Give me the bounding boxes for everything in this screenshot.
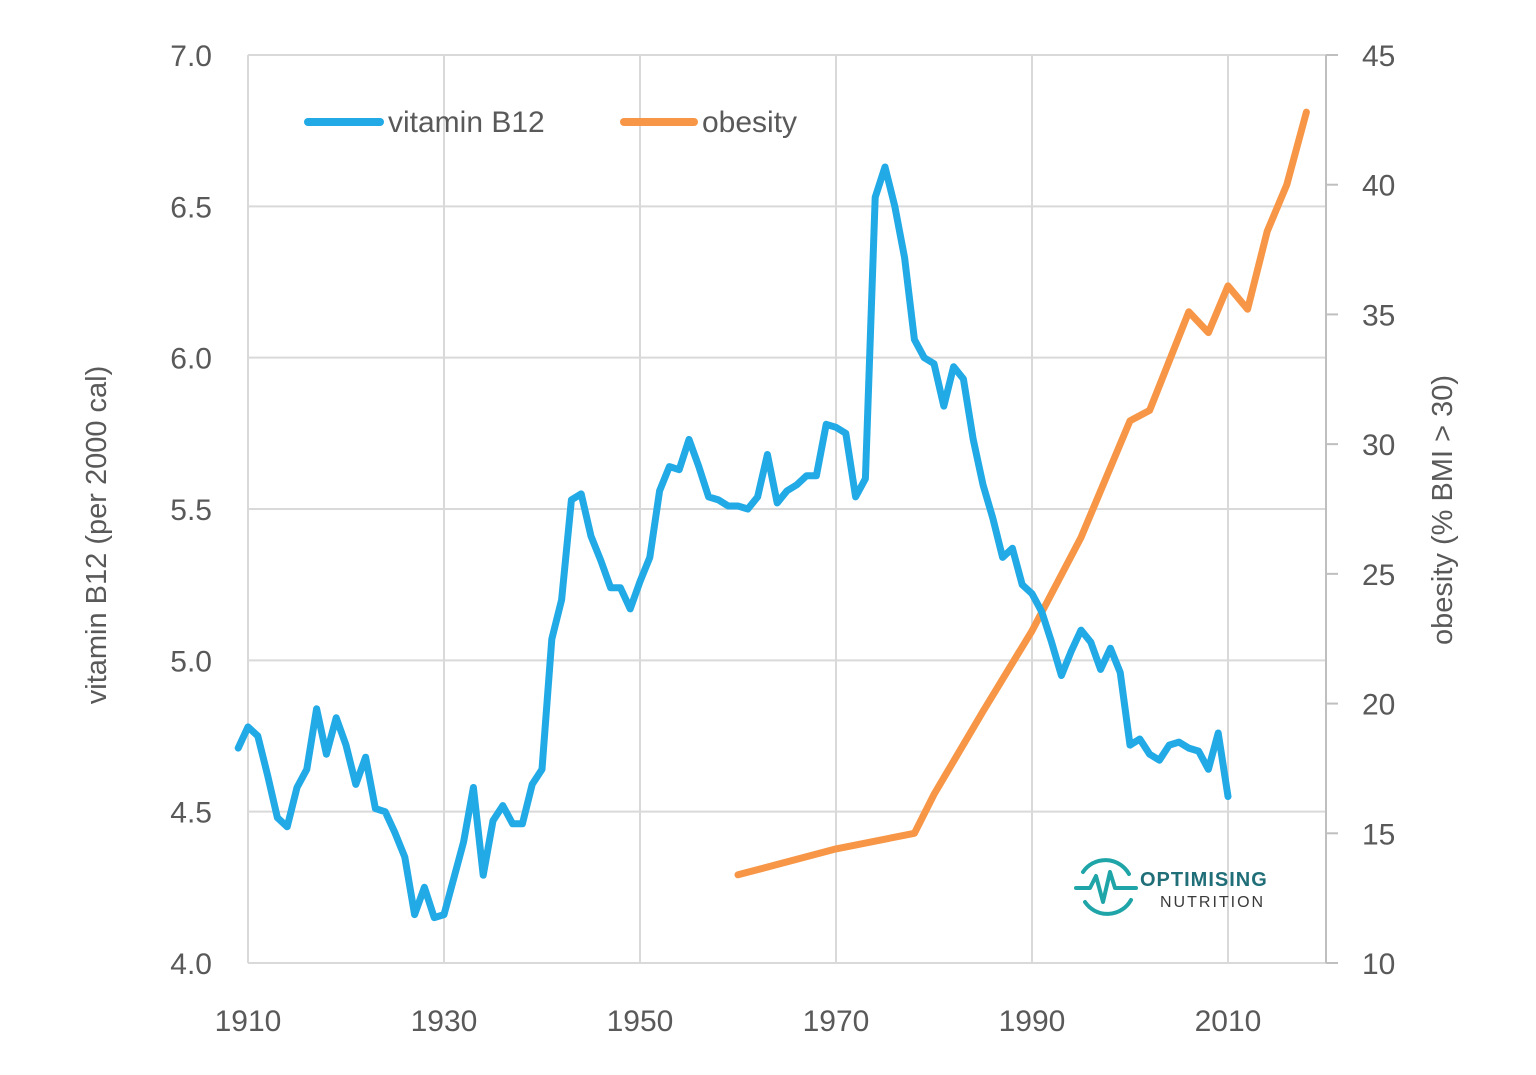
gridlines <box>247 54 1326 964</box>
logo-line-1: OPTIMISING <box>1140 869 1268 891</box>
y2-tick-label: 20 <box>1362 689 1395 722</box>
y2-tick-label: 35 <box>1362 299 1395 332</box>
series-line-obesity <box>734 108 1310 879</box>
y2-tick-label: 10 <box>1362 948 1395 981</box>
y-tick-label: 6.0 <box>170 343 212 376</box>
y2-axis-title: obesity (% BMI > 30) <box>1427 375 1459 645</box>
y2-tick-label: 30 <box>1362 429 1395 462</box>
y2-tick-label: 15 <box>1362 818 1395 851</box>
y2-tick-label: 40 <box>1362 170 1395 203</box>
legend-label-vitamin-b12: vitamin B12 <box>388 106 545 139</box>
x-tick-label: 2010 <box>1195 1005 1262 1038</box>
optimising-nutrition-logo: OPTIMISING NUTRITION <box>1074 858 1268 916</box>
y-axis-title: vitamin B12 (per 2000 cal) <box>81 366 113 705</box>
y-axis-ticks: 4.0 4.5 5.0 5.5 6.0 6.5 7.0 <box>170 40 212 981</box>
y-tick-label: 5.0 <box>170 645 212 678</box>
x-axis-ticks: 1910 1930 1950 1970 1990 2010 <box>215 1005 1262 1038</box>
x-tick-label: 1910 <box>215 1005 282 1038</box>
series-line-vitamin-b12 <box>234 163 1232 922</box>
legend-label-obesity: obesity <box>702 106 797 139</box>
axes <box>247 55 1327 963</box>
series-layer <box>234 108 1310 922</box>
y-tick-label: 5.5 <box>170 494 212 527</box>
y-tick-label: 4.5 <box>170 797 212 830</box>
y-tick-label: 6.5 <box>170 191 212 224</box>
x-tick-label: 1930 <box>411 1005 478 1038</box>
x-tick-label: 1950 <box>607 1005 674 1038</box>
y2-tick-label: 45 <box>1362 40 1395 73</box>
y2-tick-label: 25 <box>1362 559 1395 592</box>
heartbeat-cycle-icon <box>1074 858 1138 916</box>
logo-line-2: NUTRITION <box>1160 894 1265 911</box>
legend: vitamin B12 obesity <box>304 106 797 139</box>
y-tick-label: 4.0 <box>170 948 212 981</box>
y2-axis-ticks: 10 15 20 25 30 35 40 45 <box>1326 40 1395 981</box>
x-tick-label: 1970 <box>803 1005 870 1038</box>
x-tick-label: 1990 <box>999 1005 1066 1038</box>
y-tick-label: 7.0 <box>170 40 212 73</box>
